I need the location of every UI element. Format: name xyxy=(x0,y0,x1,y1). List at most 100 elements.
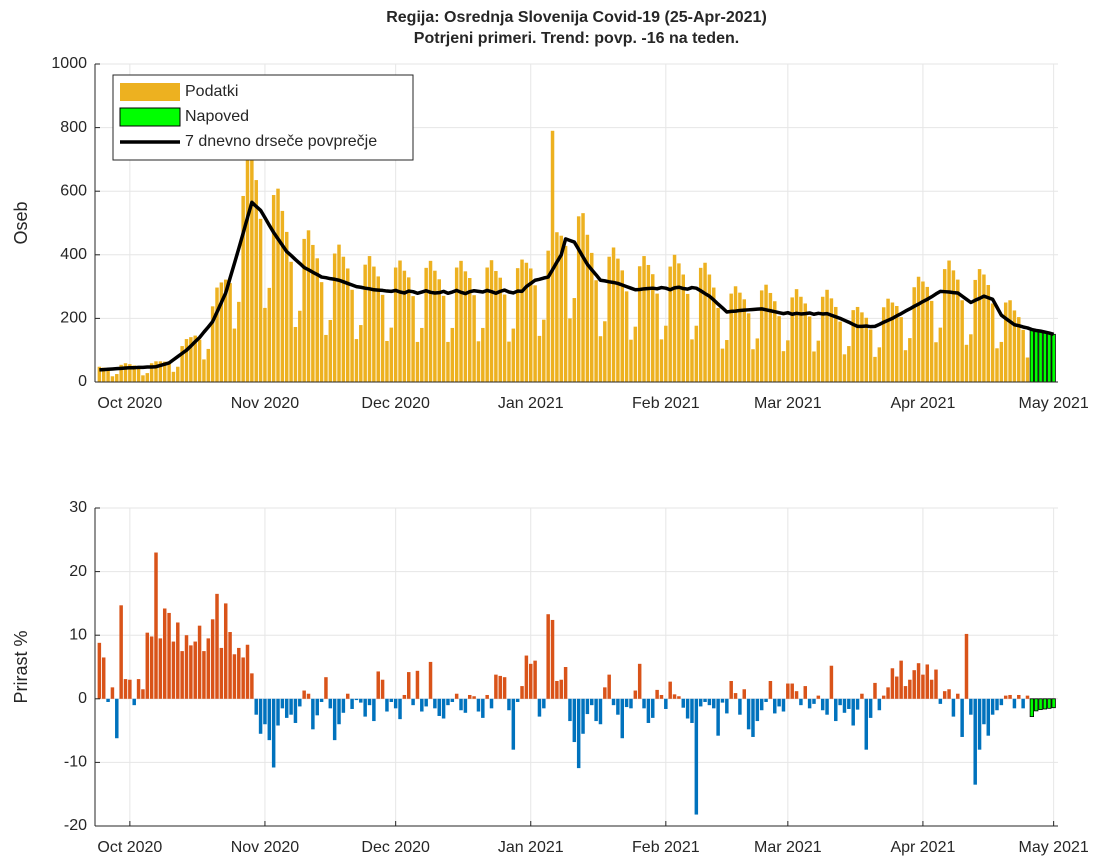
bar xyxy=(494,674,498,699)
bar xyxy=(812,698,816,704)
bar xyxy=(154,361,158,382)
bar xyxy=(677,263,681,382)
bar xyxy=(751,349,755,382)
bar xyxy=(611,247,616,382)
bar xyxy=(363,264,367,382)
bar xyxy=(746,313,751,382)
y-tick-label: -20 xyxy=(64,817,87,834)
bar xyxy=(1017,317,1021,382)
bar xyxy=(433,698,437,709)
bar xyxy=(520,259,524,382)
bar xyxy=(376,671,380,699)
bar xyxy=(873,682,877,699)
bar xyxy=(995,698,999,711)
bar xyxy=(176,622,180,699)
bar xyxy=(162,361,167,382)
bar xyxy=(685,698,690,719)
bar xyxy=(406,277,411,382)
bar xyxy=(969,334,973,382)
bar xyxy=(463,271,468,382)
bar xyxy=(254,180,258,382)
bar xyxy=(106,698,110,702)
bar xyxy=(145,373,150,382)
bar xyxy=(533,285,537,382)
bar xyxy=(380,679,385,699)
chart: Regija: Osrednja Slovenija Covid-19 (25-… xyxy=(11,9,1089,412)
bar xyxy=(354,698,359,701)
bar xyxy=(319,698,324,702)
y-axis-label: Oseb xyxy=(11,201,31,244)
bar xyxy=(437,279,441,382)
bar xyxy=(428,661,433,699)
bar xyxy=(337,244,341,382)
bar xyxy=(951,270,956,382)
bar xyxy=(799,296,803,382)
bar xyxy=(115,374,119,382)
bar xyxy=(764,698,768,702)
chart: Prirast % -20 -10 0 10 20 30 Oct 2020 Nov 2020 De… xyxy=(11,499,1089,856)
bar xyxy=(511,328,516,382)
bar xyxy=(555,680,559,699)
bar xyxy=(193,335,197,382)
bar xyxy=(973,279,977,382)
bar xyxy=(298,310,302,382)
bar xyxy=(555,232,559,382)
bar xyxy=(668,681,672,699)
bar xyxy=(328,698,333,709)
bar xyxy=(154,552,158,699)
bar xyxy=(162,608,167,699)
bar xyxy=(298,698,302,707)
bar xyxy=(986,285,991,382)
bar xyxy=(428,260,433,382)
bar xyxy=(851,310,855,382)
bar xyxy=(864,698,869,750)
bar xyxy=(729,293,733,382)
x-tick-label: Feb 2021 xyxy=(632,839,700,856)
x-tick-label: Dec 2020 xyxy=(361,395,430,412)
legend-swatch xyxy=(120,83,180,101)
bar xyxy=(990,303,995,382)
bar xyxy=(311,698,315,730)
bar xyxy=(633,326,638,382)
bar xyxy=(228,632,232,699)
bar xyxy=(668,266,672,382)
bar xyxy=(332,253,337,382)
bar xyxy=(267,698,272,741)
bar xyxy=(258,218,263,382)
bar xyxy=(128,364,132,382)
bar xyxy=(267,287,272,382)
bar xyxy=(559,679,563,699)
bar xyxy=(415,670,420,699)
bar xyxy=(176,366,180,382)
bar xyxy=(681,274,686,382)
bar xyxy=(820,296,825,382)
bar xyxy=(385,340,389,382)
bar xyxy=(581,213,585,382)
bar xyxy=(781,698,786,712)
bar xyxy=(860,312,864,382)
bar xyxy=(868,329,873,382)
bar xyxy=(206,638,211,699)
bar xyxy=(925,664,930,699)
bar xyxy=(960,698,964,737)
bar xyxy=(459,260,463,382)
bar xyxy=(515,698,520,702)
bar xyxy=(271,698,276,768)
legend-label: Napoved xyxy=(185,108,249,125)
bar xyxy=(603,321,607,382)
bar xyxy=(542,319,546,382)
bar xyxy=(145,632,150,699)
bar xyxy=(773,301,777,382)
bar xyxy=(481,327,485,382)
bar xyxy=(960,300,964,382)
bar xyxy=(925,286,930,382)
bar xyxy=(820,698,825,711)
bar xyxy=(899,660,903,699)
bar xyxy=(389,327,394,382)
bar xyxy=(755,338,760,382)
bar xyxy=(572,298,577,382)
bar xyxy=(106,369,110,382)
y-tick-label: 30 xyxy=(69,499,87,516)
bar xyxy=(359,325,363,382)
bar xyxy=(232,328,237,382)
